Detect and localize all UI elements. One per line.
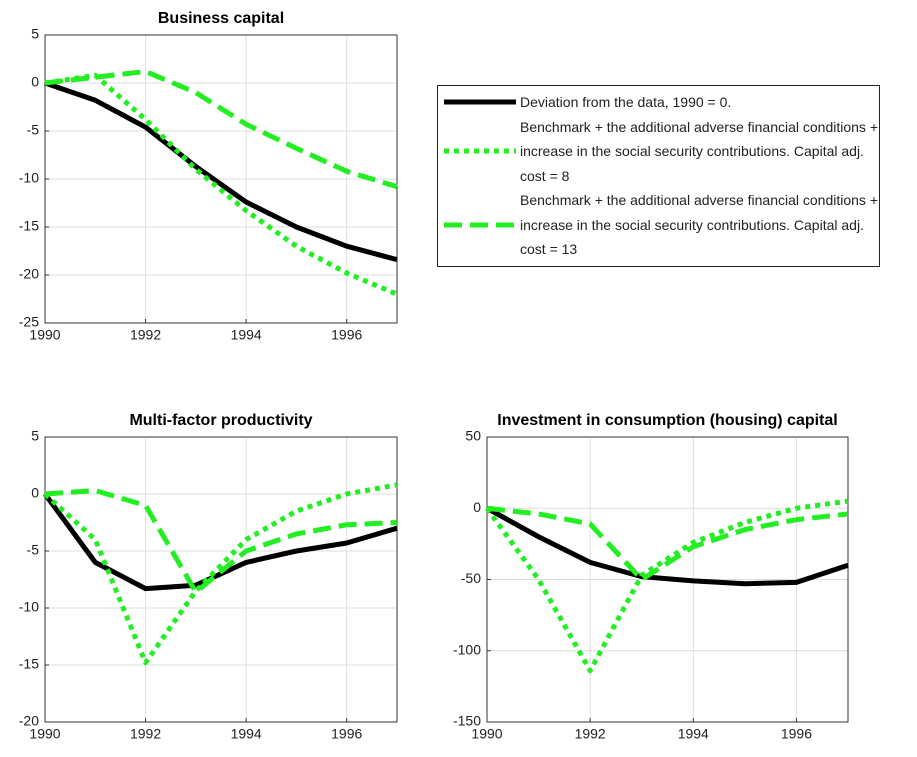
y-tick-label: -25 (19, 314, 39, 330)
series-line (484, 498, 849, 674)
y-tick-label: -10 (19, 170, 39, 186)
series-line (43, 482, 398, 666)
legend-entry: Benchmark + the additional adverse finan… (438, 188, 879, 262)
y-tick-label: -5 (27, 542, 40, 558)
series-line (486, 505, 849, 582)
x-tick-label: 1996 (331, 726, 362, 742)
x-tick-label: 1990 (471, 726, 502, 742)
y-tick-label: -15 (19, 218, 39, 234)
y-tick-label: -50 (461, 570, 481, 586)
legend-entry: Deviation from the data, 1990 = 0. (438, 90, 879, 115)
y-tick-label: -5 (27, 122, 40, 138)
series-line (44, 72, 398, 297)
x-tick-label: 1996 (781, 726, 812, 742)
x-tick-label: 1996 (331, 327, 362, 343)
y-tick-label: 0 (31, 74, 39, 90)
x-tick-label: 1994 (231, 726, 262, 742)
legend-swatch (444, 99, 516, 105)
x-tick-label: 1990 (29, 726, 60, 742)
y-tick-label: -20 (19, 713, 39, 729)
plot-area (45, 437, 397, 722)
series-line (44, 80, 398, 263)
y-tick-label: 0 (473, 499, 481, 515)
axes-box (486, 436, 849, 723)
axes-box (44, 34, 398, 324)
y-tick-label: 5 (31, 428, 39, 444)
y-tick-label: -150 (453, 713, 481, 729)
y-tick-label: 5 (31, 26, 39, 42)
series-line (44, 488, 398, 595)
x-tick-label: 1992 (130, 327, 161, 343)
legend: Deviation from the data, 1990 = 0. Benchm… (437, 85, 880, 267)
series-line (44, 68, 398, 190)
legend-label: Deviation from the data, 1990 = 0. (520, 94, 732, 110)
y-tick-label: -20 (19, 266, 39, 282)
chart-title: Investment in consumption (housing) capi… (497, 412, 837, 429)
y-tick-label: -100 (453, 641, 481, 657)
legend-entry: Benchmark + the additional adverse finan… (438, 115, 879, 189)
y-tick-label: 0 (31, 485, 39, 501)
x-tick-label: 1992 (130, 726, 161, 742)
chart-title: Business capital (158, 10, 284, 27)
y-tick-label: -10 (19, 599, 39, 615)
legend-label: Benchmark + the additional adverse finan… (520, 118, 878, 184)
chart-title: Multi-factor productivity (129, 412, 312, 429)
axes-box (44, 436, 398, 723)
legend-swatch (444, 148, 516, 154)
x-tick-label: 1992 (575, 726, 606, 742)
y-tick-label: -15 (19, 656, 39, 672)
x-tick-label: 1990 (29, 327, 60, 343)
x-tick-label: 1994 (231, 327, 262, 343)
x-tick-label: 1994 (678, 726, 709, 742)
legend-swatch (444, 222, 516, 228)
y-tick-label: 50 (465, 428, 481, 444)
legend-label: Benchmark + the additional adverse finan… (520, 192, 878, 257)
series-line (485, 506, 849, 587)
